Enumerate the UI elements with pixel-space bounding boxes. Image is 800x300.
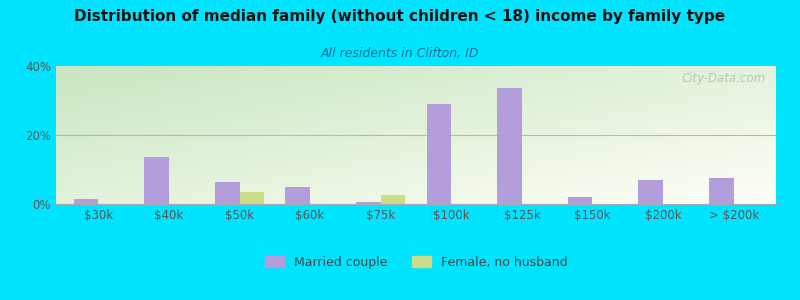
Bar bbox=[74, 199, 98, 204]
Bar bbox=[638, 180, 663, 204]
Legend: Married couple, Female, no husband: Married couple, Female, no husband bbox=[260, 251, 572, 274]
Bar bbox=[286, 187, 310, 204]
Bar bbox=[381, 195, 406, 204]
Bar bbox=[239, 192, 264, 204]
Text: Distribution of median family (without children < 18) income by family type: Distribution of median family (without c… bbox=[74, 9, 726, 24]
Bar bbox=[426, 104, 451, 204]
Bar bbox=[144, 158, 169, 204]
Text: City-Data.com: City-Data.com bbox=[681, 71, 766, 85]
Bar bbox=[568, 197, 593, 204]
Text: All residents in Clifton, ID: All residents in Clifton, ID bbox=[321, 46, 479, 59]
Bar bbox=[356, 202, 381, 204]
Bar bbox=[215, 182, 239, 204]
Bar bbox=[497, 88, 522, 204]
Bar bbox=[709, 178, 734, 204]
